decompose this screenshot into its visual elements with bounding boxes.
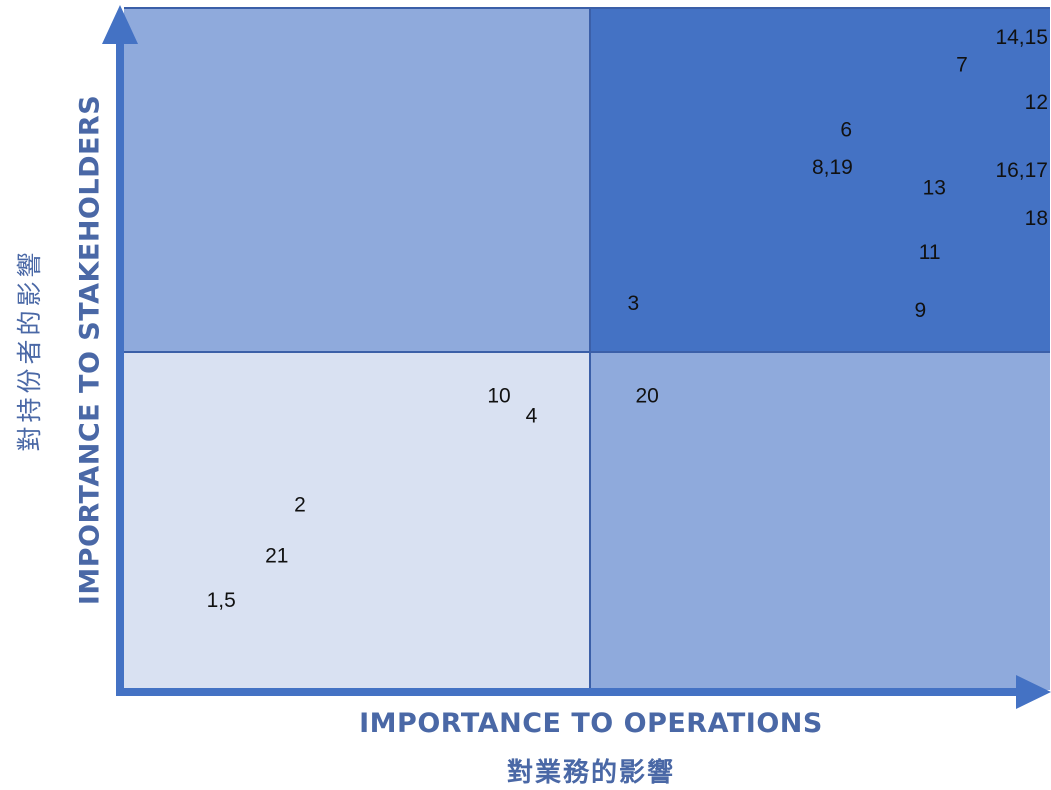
point-label-12: 12 (1025, 91, 1048, 114)
y-axis-subtitle: 對持份者的影響 (15, 248, 44, 452)
y-axis-title: IMPORTANCE TO STAKEHOLDERS (74, 94, 106, 606)
quadrant-high-operations-high-stakeholders (590, 8, 1050, 352)
point-label-2: 2 (294, 493, 306, 516)
x-axis-title: IMPORTANCE TO OPERATIONS (359, 708, 823, 739)
point-label-1-5: 1,5 (207, 589, 236, 612)
point-label-18: 18 (1025, 207, 1048, 230)
point-label-21: 21 (265, 545, 288, 568)
point-labels-group: 14,15 7 12 6 8,19 16,17 13 18 11 3 9 10 20 4 2 21 1,5 (207, 26, 1048, 612)
point-label-16-17: 16,17 (995, 159, 1048, 182)
quadrant-high-operations-low-stakeholders (590, 352, 1050, 690)
point-label-13: 13 (923, 176, 946, 199)
point-label-4: 4 (526, 405, 538, 428)
point-label-7: 7 (956, 54, 968, 77)
quadrant-low-operations-high-stakeholders (124, 8, 590, 352)
point-label-8-19: 8,19 (812, 156, 853, 179)
quadrant-low-operations-low-stakeholders (124, 352, 590, 690)
y-axis-arrowhead (102, 5, 138, 44)
x-axis-arrowhead (1016, 675, 1051, 709)
point-label-6: 6 (840, 118, 852, 141)
point-label-10: 10 (487, 384, 510, 407)
point-label-3: 3 (627, 292, 639, 315)
x-axis-subtitle: 對業務的影響 (506, 758, 675, 788)
point-label-14-15: 14,15 (995, 26, 1048, 49)
point-label-9: 9 (915, 299, 927, 322)
point-label-11: 11 (919, 241, 941, 264)
point-label-20: 20 (636, 384, 659, 407)
